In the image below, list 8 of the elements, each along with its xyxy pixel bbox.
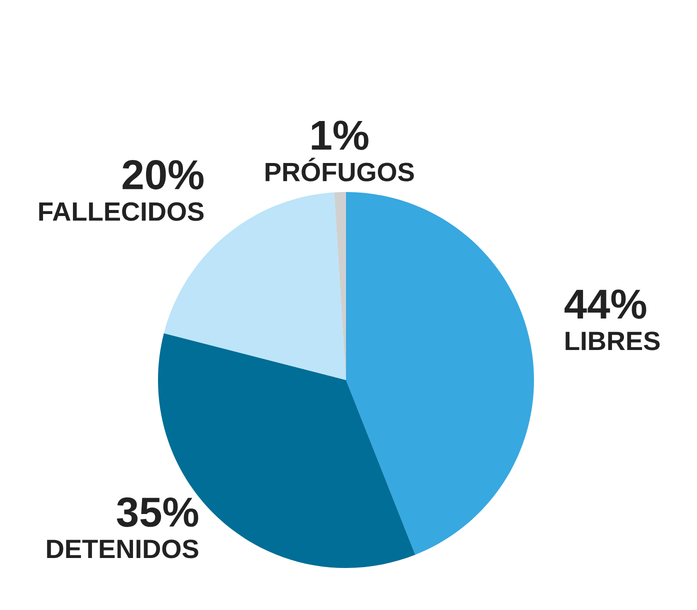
slice-label: PRÓFUGOS <box>266 158 414 182</box>
data-label: 20% <box>122 160 204 190</box>
data-label: 35% <box>116 497 198 527</box>
slice-label: FALLECIDOS <box>39 202 204 221</box>
data-label: 44% <box>564 290 646 319</box>
data-label: 1% <box>312 120 368 150</box>
slice-label: DETENIDOS <box>47 540 198 558</box>
slice-label: LIBRES <box>566 332 660 350</box>
